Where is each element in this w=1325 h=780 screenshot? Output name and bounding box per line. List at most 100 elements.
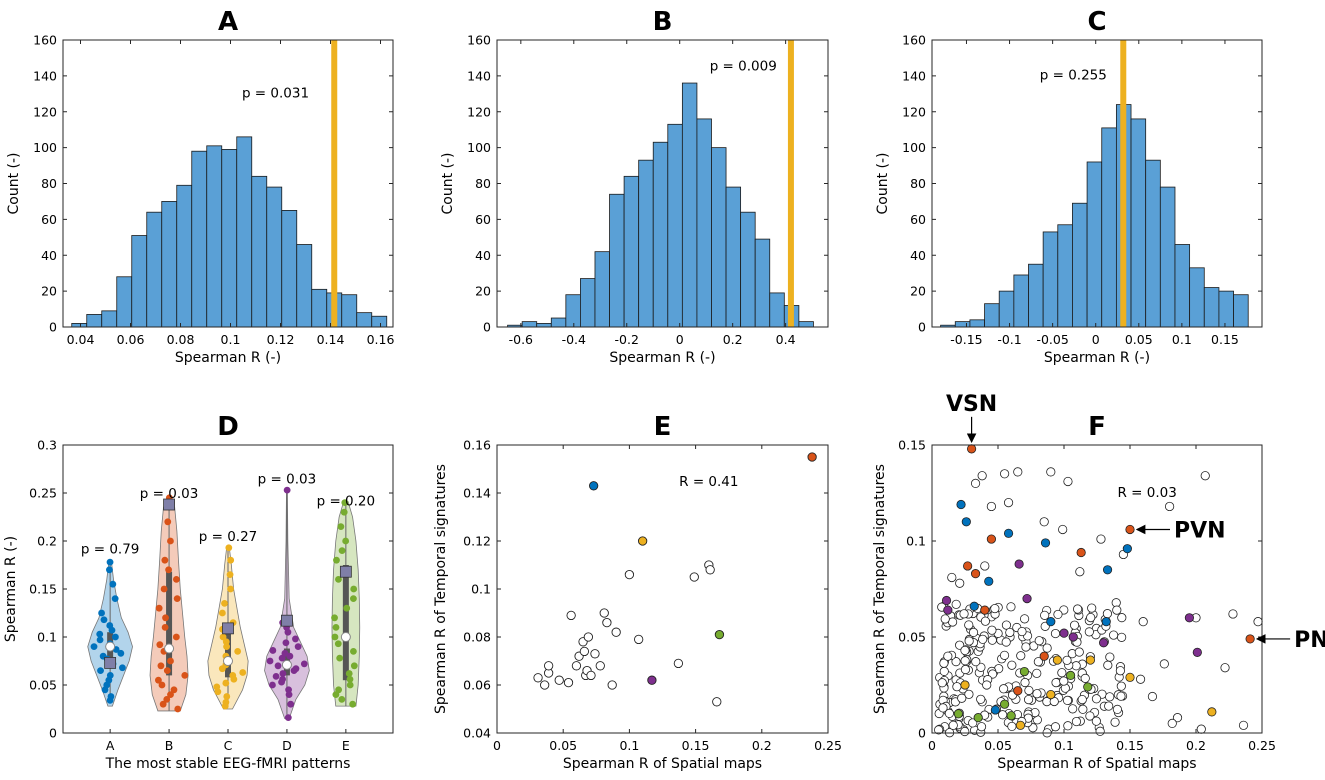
data-point	[174, 705, 182, 713]
y-tick-label: 80	[910, 176, 926, 191]
open-point	[1068, 704, 1078, 714]
x-tick-label: 0.15	[682, 738, 710, 753]
open-point	[940, 614, 950, 624]
open-point	[1103, 660, 1113, 670]
open-point	[1196, 724, 1206, 734]
panel-b-histogram: 0 20 40 60 80 100 120 140 160 -0.6 -0.4 -0.2 0 0.2 0.4…	[440, 7, 829, 366]
data-point	[111, 595, 119, 602]
x-tick-label: 0.15	[1211, 332, 1239, 347]
data-point	[286, 652, 294, 660]
highlighted-point	[1015, 720, 1026, 730]
open-point	[579, 646, 590, 657]
y-tick-label: 100	[33, 140, 57, 155]
open-point	[1016, 651, 1026, 661]
histogram-bar	[984, 303, 1000, 328]
data-point	[331, 633, 339, 641]
data-point	[167, 537, 174, 545]
observed-square-marker	[163, 498, 175, 511]
y-tick-label: 0.05	[29, 678, 57, 693]
open-point	[1086, 612, 1096, 623]
open-point	[951, 657, 961, 667]
highlighted-point	[1099, 638, 1109, 648]
open-point	[1001, 637, 1011, 647]
x-tick-label: B	[165, 738, 174, 753]
data-point	[229, 672, 237, 679]
open-point	[590, 649, 600, 659]
y-tick-label: 20	[910, 284, 926, 299]
open-point	[571, 661, 582, 671]
open-point	[960, 664, 971, 675]
open-point	[1147, 691, 1158, 702]
histogram-bar	[311, 288, 328, 328]
y-tick-label: 20	[475, 284, 491, 299]
histogram-bar	[1072, 202, 1088, 328]
open-point	[705, 565, 715, 575]
histogram-bar	[206, 145, 223, 328]
data-point	[350, 585, 358, 593]
histogram-bar	[1174, 244, 1191, 328]
open-point	[1115, 666, 1125, 676]
violin-iqr-box	[342, 565, 349, 681]
open-point	[1087, 603, 1097, 613]
open-point	[1062, 695, 1073, 706]
highlighted-point	[1102, 565, 1113, 575]
highlighted-point	[1207, 707, 1217, 717]
open-point	[964, 636, 974, 646]
x-tick-label: C	[224, 738, 233, 753]
panel-d-violin: 0 0.05 0.1 0.15 0.2 0.25 0.3 The most stable EE…	[3, 412, 394, 772]
data-point	[117, 649, 125, 657]
open-point	[952, 682, 962, 692]
highlighted-point	[1014, 559, 1024, 569]
open-point	[611, 627, 621, 637]
open-point	[566, 610, 576, 621]
open-point	[978, 634, 988, 644]
histogram-bar	[1203, 287, 1220, 328]
highlighted-point	[999, 699, 1010, 709]
open-point	[1074, 647, 1084, 657]
data-point	[97, 667, 104, 674]
x-tick-label: -0.05	[1036, 332, 1068, 347]
highlighted-point	[986, 534, 997, 544]
y-tick-label: 20	[41, 284, 57, 299]
data-point	[161, 624, 169, 631]
data-point	[350, 648, 357, 655]
data-point	[335, 686, 343, 694]
open-point	[1034, 636, 1044, 646]
y-tick-label: 0.15	[29, 582, 57, 597]
y-tick-label: 0.1	[471, 582, 491, 597]
y-tick-label: 60	[910, 212, 926, 227]
highlighted-point	[1125, 524, 1135, 535]
open-point	[543, 661, 554, 671]
highlighted-point	[714, 629, 725, 640]
highlighted-point	[1019, 666, 1030, 677]
x-tick-label: 0.2	[752, 738, 772, 753]
data-point	[172, 633, 180, 641]
violin-iqr-box	[166, 571, 173, 676]
histogram-bar	[371, 315, 388, 328]
open-point	[1138, 617, 1148, 627]
histogram-bar	[281, 210, 298, 328]
data-point	[282, 639, 290, 647]
data-point	[269, 681, 276, 689]
x-tick-label: 0.15	[1116, 738, 1144, 753]
open-point	[1007, 721, 1017, 732]
open-point	[1062, 655, 1072, 665]
panel-e-scatter: 0.04 0.06 0.08 0.1 0.12 0.14 0.16 0 0.05 0.1 0.15 0…	[433, 412, 842, 772]
open-point	[971, 657, 981, 667]
y-tick-label: 80	[41, 176, 57, 191]
p-value-label: p = 0.79	[81, 541, 140, 557]
open-point	[987, 625, 997, 635]
highlighted-point	[943, 605, 953, 615]
y-axis-label: Count (-)	[6, 152, 22, 214]
data-point	[156, 641, 164, 649]
histogram-bar	[101, 310, 118, 328]
x-tick-label: 0.1	[1172, 332, 1192, 347]
data-point	[109, 580, 117, 588]
highlighted-point	[1122, 544, 1132, 554]
open-point	[1165, 501, 1175, 512]
open-point	[1057, 668, 1067, 678]
highlighted-point	[1039, 651, 1049, 661]
data-point	[274, 662, 282, 670]
histogram-bar	[550, 317, 567, 328]
x-tick-label: 0.2	[1186, 738, 1206, 753]
